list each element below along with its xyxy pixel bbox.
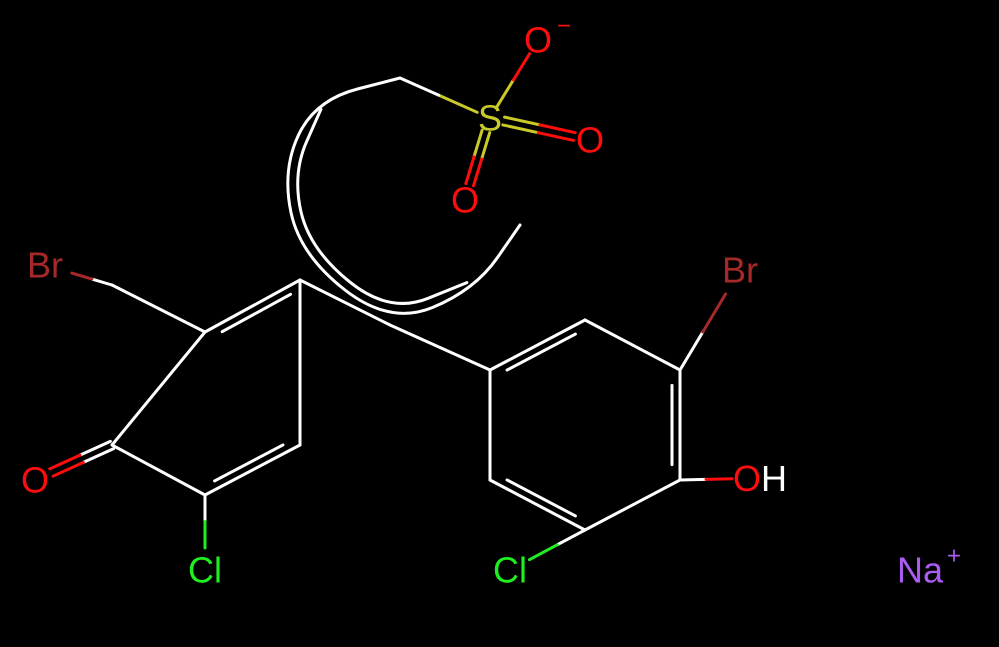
bond-segment — [92, 279, 112, 285]
bond-segment — [112, 445, 205, 495]
bond-segment — [557, 530, 585, 545]
bond-segment — [585, 320, 680, 370]
atom-br2: Br — [722, 250, 758, 291]
atom-cl1: Cl — [188, 550, 222, 591]
bond-segment — [529, 545, 557, 560]
bond-segment — [205, 280, 300, 332]
bond-segment — [680, 479, 706, 480]
bond-segment — [439, 95, 478, 112]
charge-o1: − — [557, 13, 571, 40]
bond-segment — [507, 334, 575, 370]
bond-segment — [507, 480, 575, 516]
atom-na: Na — [897, 550, 944, 591]
molecule-diagram: SO−OOBrOClBrOHClNa+ — [0, 0, 999, 647]
fused-ring-inner — [298, 109, 467, 303]
atom-s: S — [478, 98, 502, 139]
bond-segment — [540, 125, 575, 133]
atom-o2: O — [576, 120, 604, 161]
bond-segment — [538, 133, 573, 141]
bond-segment — [222, 294, 290, 331]
atom-o3: O — [451, 180, 479, 221]
atom-br1: Br — [27, 245, 63, 286]
bond-segment — [490, 320, 585, 370]
bond-segment — [703, 294, 726, 332]
atom-o1: O — [524, 20, 552, 61]
bond-segment — [585, 480, 680, 530]
bond-segment — [112, 285, 205, 332]
atom-cl2: Cl — [493, 550, 527, 591]
bond-segment — [680, 332, 703, 370]
bond-segment — [503, 125, 538, 133]
bond-segment — [490, 480, 585, 530]
bond-segment — [112, 332, 205, 445]
bond-segment — [205, 445, 300, 495]
bond-segment — [505, 117, 540, 125]
bond-segment — [400, 78, 439, 95]
atom-o4: O — [21, 460, 49, 501]
bond-segment — [72, 273, 92, 279]
bond-segment — [706, 479, 732, 480]
bond-segment — [390, 325, 490, 370]
atom-oh: OH — [733, 458, 787, 499]
bond-segment — [300, 280, 390, 325]
bond-segment — [215, 445, 283, 481]
charge-na: + — [947, 543, 961, 570]
